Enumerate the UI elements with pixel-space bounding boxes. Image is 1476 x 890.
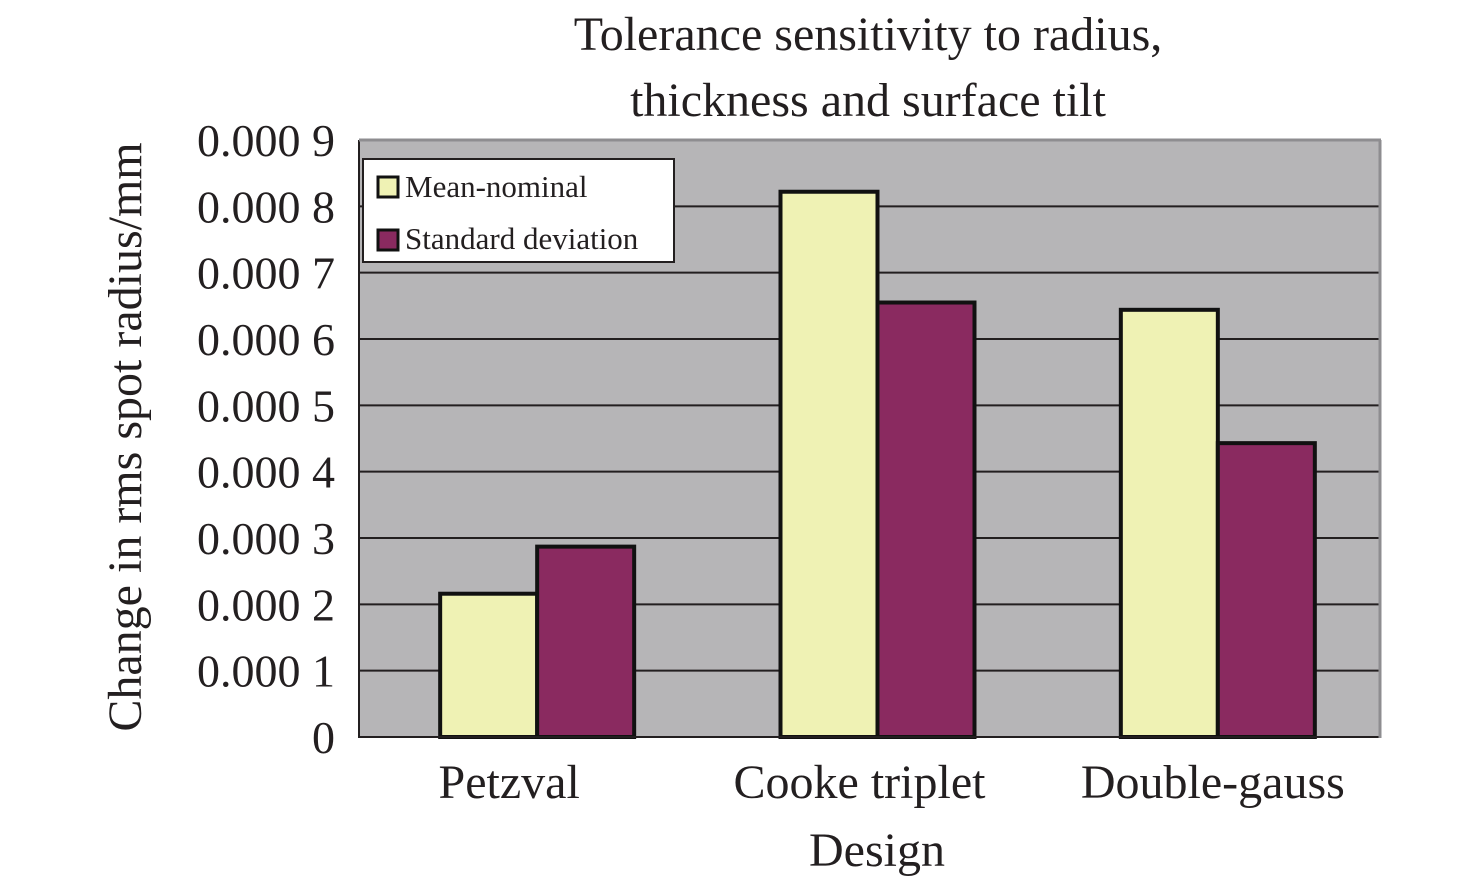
y-tick-label: 0.000 6 [197,314,335,365]
x-tick-label: Cooke triplet [734,756,987,809]
y-tick-label: 0.000 4 [197,447,335,498]
y-tick-label: 0.000 3 [197,513,335,564]
bar-standard-deviation-petzval [535,544,637,740]
x-tick-labels: Petzval Cooke triplet Double-gauss [439,756,1345,809]
chart-title-line-1: Tolerance sensitivity to radius, [574,8,1163,61]
legend-label-mean-nominal: Mean-nominal [405,169,588,204]
y-tick-label: 0.000 1 [197,646,335,697]
y-tick-label: 0.000 2 [197,579,335,630]
y-axis-label: Change in rms spot radius/mm [99,142,152,731]
legend-swatch-standard-deviation [376,228,400,252]
y-tick-label: 0.000 5 [197,380,335,431]
x-tick-label: Double-gauss [1081,756,1345,809]
x-tick-label: Petzval [439,756,580,809]
bar-mean-nominal-cooke-triplet [778,189,880,740]
chart-title-line-2: thickness and surface tilt [630,74,1107,127]
bar-mean-nominal-petzval [438,591,540,739]
y-tick-label: 0.000 9 [197,115,335,166]
bar-mean-nominal-double-gauss [1118,307,1220,739]
y-tick-labels: 0 0.000 1 0.000 2 0.000 3 0.000 4 0.000 5 0.00… [197,115,335,763]
y-tick-label: 0 [312,712,335,763]
bars [438,189,1317,740]
bar-standard-deviation-cooke-triplet [875,300,977,739]
bar-standard-deviation-double-gauss [1215,441,1317,739]
legend-swatch-mean-nominal [376,175,400,199]
y-tick-label: 0.000 8 [197,181,335,232]
legend-box [362,158,675,263]
y-tick-label: 0.000 7 [197,248,335,299]
x-axis-label: Design [809,824,945,877]
legend-label-standard-deviation: Standard deviation [405,221,639,256]
legend: Mean-nominal Standard deviation [362,158,675,263]
